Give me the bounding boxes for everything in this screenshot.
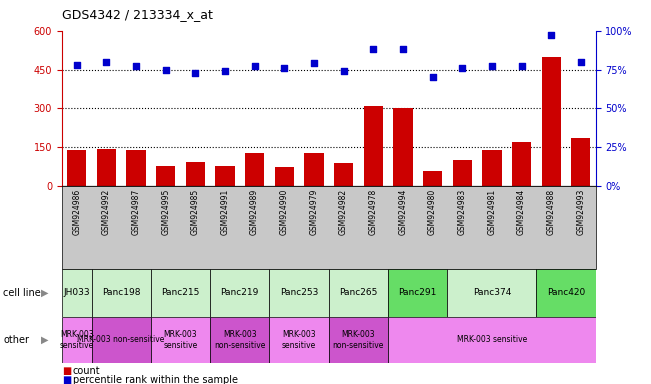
Text: MRK-003
sensitive: MRK-003 sensitive bbox=[59, 330, 94, 349]
Bar bbox=[126, 150, 146, 186]
Text: Panc374: Panc374 bbox=[473, 288, 511, 297]
Bar bbox=[156, 166, 175, 186]
Bar bbox=[245, 152, 264, 186]
Bar bbox=[270, 269, 329, 317]
Bar bbox=[536, 269, 596, 317]
Bar bbox=[97, 149, 116, 186]
Bar bbox=[62, 269, 92, 317]
Point bbox=[190, 70, 201, 76]
Text: cell line: cell line bbox=[3, 288, 41, 298]
Text: MRK-003
non-sensitive: MRK-003 non-sensitive bbox=[214, 330, 266, 349]
Text: GSM924980: GSM924980 bbox=[428, 189, 437, 235]
Text: GSM924982: GSM924982 bbox=[339, 189, 348, 235]
Text: Panc253: Panc253 bbox=[280, 288, 318, 297]
Point bbox=[398, 46, 408, 53]
Point bbox=[309, 60, 319, 66]
Text: GSM924983: GSM924983 bbox=[458, 189, 467, 235]
Text: other: other bbox=[3, 335, 29, 345]
Text: MRK-003
non-sensitive: MRK-003 non-sensitive bbox=[333, 330, 384, 349]
Bar bbox=[304, 152, 324, 186]
Text: GSM924992: GSM924992 bbox=[102, 189, 111, 235]
Text: Panc291: Panc291 bbox=[398, 288, 437, 297]
Bar bbox=[388, 317, 596, 363]
Text: Panc219: Panc219 bbox=[221, 288, 259, 297]
Bar bbox=[186, 162, 205, 186]
Text: GSM924987: GSM924987 bbox=[132, 189, 141, 235]
Text: Panc198: Panc198 bbox=[102, 288, 141, 297]
Point bbox=[160, 66, 171, 73]
Text: GSM924988: GSM924988 bbox=[547, 189, 556, 235]
Point bbox=[279, 65, 290, 71]
Text: GSM924989: GSM924989 bbox=[250, 189, 259, 235]
Bar bbox=[334, 163, 353, 186]
Text: MRK-003
sensitive: MRK-003 sensitive bbox=[282, 330, 316, 349]
Point bbox=[546, 32, 557, 38]
Text: ■: ■ bbox=[62, 366, 71, 376]
Text: GDS4342 / 213334_x_at: GDS4342 / 213334_x_at bbox=[62, 8, 213, 21]
Text: GSM924981: GSM924981 bbox=[488, 189, 496, 235]
Point bbox=[72, 62, 82, 68]
Bar bbox=[92, 269, 151, 317]
Text: GSM924978: GSM924978 bbox=[368, 189, 378, 235]
Point bbox=[368, 46, 378, 53]
Bar bbox=[542, 56, 561, 186]
Text: count: count bbox=[73, 366, 100, 376]
Text: GSM924994: GSM924994 bbox=[398, 189, 408, 235]
Text: Panc265: Panc265 bbox=[339, 288, 378, 297]
Text: ■: ■ bbox=[62, 375, 71, 384]
Bar bbox=[512, 142, 531, 186]
Bar bbox=[482, 150, 501, 186]
Bar bbox=[571, 138, 590, 186]
Text: GSM924979: GSM924979 bbox=[309, 189, 318, 235]
Point bbox=[339, 68, 349, 74]
Bar bbox=[151, 269, 210, 317]
Bar bbox=[92, 317, 151, 363]
Bar bbox=[210, 269, 270, 317]
Text: GSM924984: GSM924984 bbox=[517, 189, 526, 235]
Text: MRK-003
sensitive: MRK-003 sensitive bbox=[163, 330, 198, 349]
Bar bbox=[215, 166, 234, 186]
Bar bbox=[151, 317, 210, 363]
Text: Panc215: Panc215 bbox=[161, 288, 200, 297]
Point bbox=[487, 63, 497, 70]
Bar bbox=[270, 317, 329, 363]
Text: percentile rank within the sample: percentile rank within the sample bbox=[73, 375, 238, 384]
Point bbox=[575, 59, 586, 65]
Bar bbox=[329, 317, 388, 363]
Text: Panc420: Panc420 bbox=[547, 288, 585, 297]
Point bbox=[131, 63, 141, 70]
Bar bbox=[210, 317, 270, 363]
Point bbox=[220, 68, 230, 74]
Bar bbox=[388, 269, 447, 317]
Text: GSM924995: GSM924995 bbox=[161, 189, 170, 235]
Bar bbox=[329, 269, 388, 317]
Text: GSM924985: GSM924985 bbox=[191, 189, 200, 235]
Bar bbox=[447, 269, 536, 317]
Point bbox=[457, 65, 467, 71]
Point bbox=[101, 59, 111, 65]
Text: JH033: JH033 bbox=[63, 288, 90, 297]
Point bbox=[249, 63, 260, 70]
Bar bbox=[364, 106, 383, 186]
Bar bbox=[275, 167, 294, 186]
Text: GSM924991: GSM924991 bbox=[221, 189, 229, 235]
Text: ▶: ▶ bbox=[41, 335, 49, 345]
Bar bbox=[452, 161, 472, 186]
Bar bbox=[67, 150, 87, 186]
Text: GSM924990: GSM924990 bbox=[280, 189, 289, 235]
Bar bbox=[393, 109, 413, 186]
Bar bbox=[423, 171, 442, 186]
Text: MRK-003 non-sensitive: MRK-003 non-sensitive bbox=[77, 335, 165, 344]
Text: GSM924986: GSM924986 bbox=[72, 189, 81, 235]
Point bbox=[427, 74, 437, 81]
Text: MRK-003 sensitive: MRK-003 sensitive bbox=[457, 335, 527, 344]
Text: GSM924993: GSM924993 bbox=[576, 189, 585, 235]
Point bbox=[516, 63, 527, 70]
Bar bbox=[62, 317, 92, 363]
Text: ▶: ▶ bbox=[41, 288, 49, 298]
